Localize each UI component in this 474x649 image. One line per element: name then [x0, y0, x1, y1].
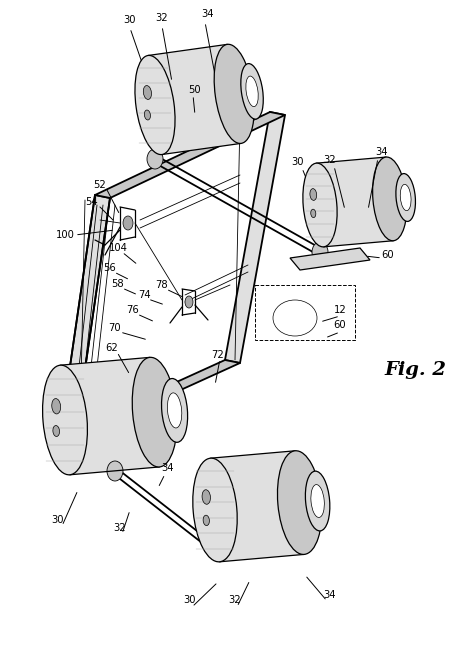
- Text: 32: 32: [228, 595, 241, 605]
- Polygon shape: [60, 195, 110, 438]
- Text: 50: 50: [189, 85, 201, 95]
- Text: 62: 62: [106, 343, 118, 353]
- Ellipse shape: [303, 163, 337, 247]
- Ellipse shape: [241, 64, 263, 119]
- Ellipse shape: [400, 184, 411, 211]
- Ellipse shape: [53, 426, 60, 437]
- Ellipse shape: [147, 149, 163, 169]
- Text: 100: 100: [55, 230, 74, 240]
- Text: 60: 60: [382, 250, 394, 260]
- Ellipse shape: [311, 209, 316, 217]
- Text: 34: 34: [376, 147, 388, 157]
- Text: 34: 34: [162, 463, 174, 473]
- Text: 54: 54: [86, 197, 98, 207]
- Ellipse shape: [203, 515, 210, 526]
- Ellipse shape: [43, 365, 87, 475]
- Polygon shape: [60, 358, 159, 475]
- Ellipse shape: [123, 216, 133, 230]
- Ellipse shape: [193, 458, 237, 562]
- Text: 34: 34: [324, 590, 336, 600]
- Ellipse shape: [202, 490, 210, 504]
- Text: 30: 30: [292, 157, 304, 167]
- Text: 32: 32: [324, 155, 337, 165]
- Polygon shape: [210, 451, 304, 562]
- Text: 76: 76: [127, 305, 139, 315]
- Ellipse shape: [277, 451, 322, 554]
- Ellipse shape: [185, 296, 193, 308]
- Ellipse shape: [145, 110, 150, 120]
- Ellipse shape: [311, 485, 324, 517]
- Ellipse shape: [162, 378, 188, 443]
- Text: 74: 74: [139, 290, 151, 300]
- Polygon shape: [290, 248, 370, 270]
- Ellipse shape: [167, 393, 182, 428]
- Text: 34: 34: [202, 9, 214, 19]
- Ellipse shape: [107, 461, 123, 481]
- Ellipse shape: [246, 76, 258, 106]
- Ellipse shape: [312, 242, 328, 262]
- Text: 70: 70: [109, 323, 121, 333]
- Text: 30: 30: [124, 15, 136, 25]
- Polygon shape: [148, 44, 241, 154]
- Ellipse shape: [373, 157, 407, 241]
- Ellipse shape: [305, 471, 330, 531]
- Polygon shape: [95, 112, 285, 198]
- Text: 78: 78: [155, 280, 168, 290]
- Text: 56: 56: [104, 263, 117, 273]
- Ellipse shape: [310, 189, 317, 201]
- Polygon shape: [60, 360, 240, 438]
- Ellipse shape: [143, 86, 152, 99]
- Text: 32: 32: [155, 13, 168, 23]
- Ellipse shape: [207, 539, 223, 559]
- Text: 58: 58: [112, 279, 124, 289]
- Ellipse shape: [132, 358, 177, 467]
- Text: 104: 104: [109, 243, 128, 253]
- Polygon shape: [316, 157, 393, 247]
- Text: Fig. 2: Fig. 2: [384, 361, 446, 379]
- Text: 72: 72: [211, 350, 224, 360]
- Ellipse shape: [214, 44, 254, 143]
- Ellipse shape: [135, 55, 175, 154]
- Text: 30: 30: [52, 515, 64, 525]
- Text: 30: 30: [184, 595, 196, 605]
- Polygon shape: [225, 112, 285, 363]
- Ellipse shape: [52, 398, 61, 414]
- Text: 32: 32: [114, 523, 126, 533]
- Ellipse shape: [396, 173, 416, 221]
- Text: 52: 52: [94, 180, 106, 190]
- Text: 60: 60: [334, 320, 346, 330]
- Text: 12: 12: [334, 305, 346, 315]
